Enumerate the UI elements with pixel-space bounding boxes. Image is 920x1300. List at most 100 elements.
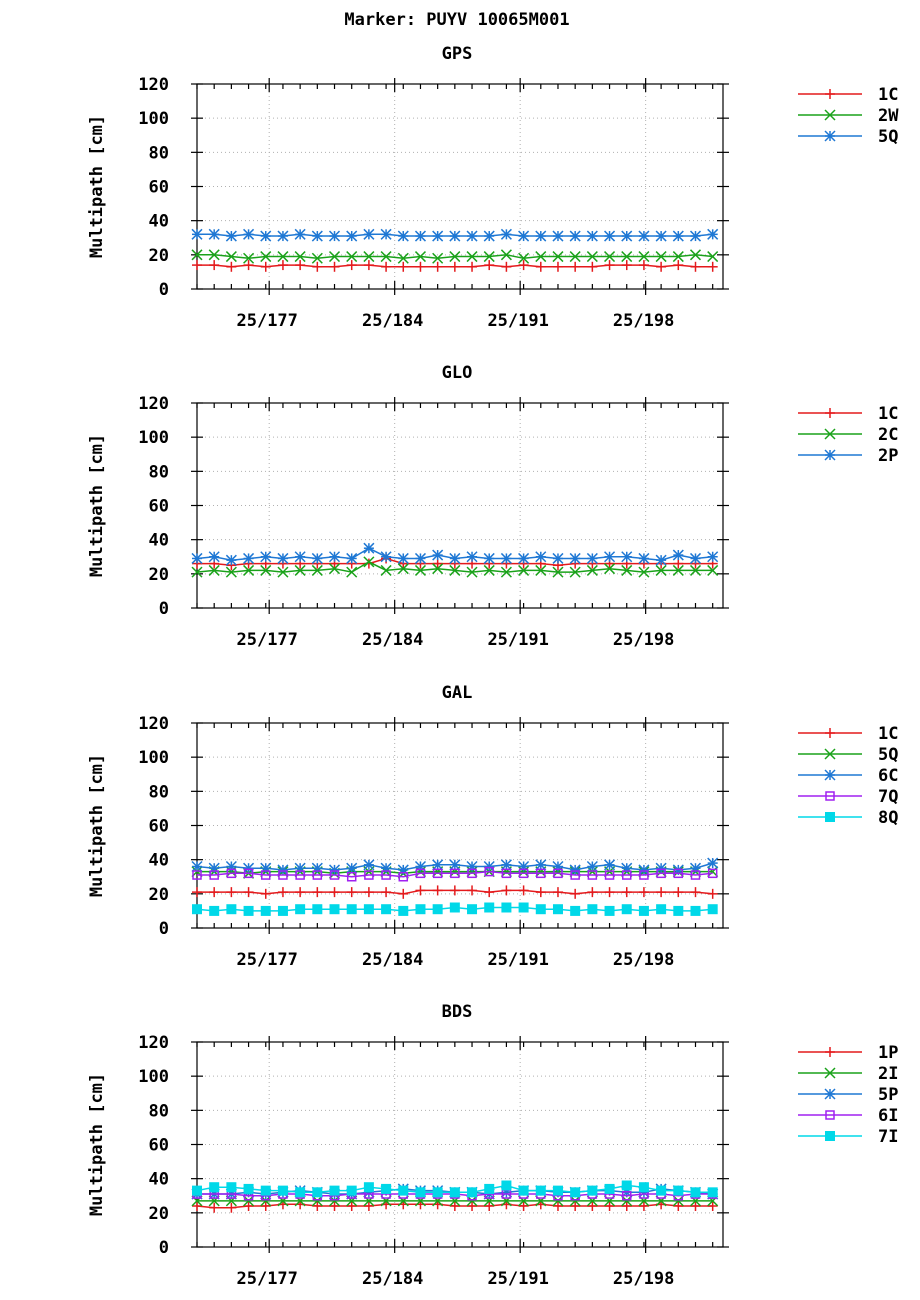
data-point xyxy=(363,904,374,915)
data-point xyxy=(329,1185,340,1196)
y-tick-label: 80 xyxy=(149,1101,169,1121)
legend-marker xyxy=(825,728,835,738)
plot-frame xyxy=(196,83,724,290)
data-point xyxy=(363,228,375,240)
data-point xyxy=(672,251,684,263)
data-point xyxy=(329,887,340,898)
data-point xyxy=(604,859,616,871)
data-point xyxy=(569,251,581,263)
data-point xyxy=(552,261,563,272)
legend-marker xyxy=(825,408,835,418)
data-point xyxy=(655,564,667,576)
data-point xyxy=(655,554,667,566)
data-point xyxy=(260,1185,271,1196)
data-point xyxy=(587,1201,598,1211)
data-point xyxy=(466,251,478,263)
y-tick-label: 0 xyxy=(159,599,169,619)
data-point xyxy=(518,230,530,242)
data-point xyxy=(398,905,409,916)
data-point xyxy=(381,261,392,272)
data-point xyxy=(638,251,650,263)
legend-marker xyxy=(825,89,835,99)
data-point xyxy=(209,260,220,271)
data-point xyxy=(707,857,719,869)
data-point xyxy=(518,902,529,913)
data-point xyxy=(604,551,616,563)
data-point xyxy=(535,887,546,898)
data-point xyxy=(655,230,667,242)
data-point xyxy=(570,1187,581,1198)
data-point xyxy=(414,552,426,564)
data-point xyxy=(535,564,547,576)
y-tick-label: 120 xyxy=(138,1033,169,1053)
series-5q xyxy=(191,228,719,242)
y-tick-label: 80 xyxy=(149,143,169,163)
data-point xyxy=(415,261,426,272)
y-tick-label: 120 xyxy=(138,714,169,734)
y-tick-label: 120 xyxy=(138,394,169,414)
grid xyxy=(197,1042,723,1247)
y-tick-label: 0 xyxy=(159,1238,169,1258)
plot-frame xyxy=(196,402,724,609)
y-tick-label: 20 xyxy=(149,246,169,266)
data-point xyxy=(604,1201,615,1211)
y-tick-label: 100 xyxy=(138,748,169,768)
data-point xyxy=(501,868,512,879)
data-point xyxy=(689,230,702,242)
data-point xyxy=(329,261,340,272)
data-point xyxy=(656,887,667,898)
data-point xyxy=(638,552,650,564)
legend-label: 7I xyxy=(878,1127,898,1147)
data-point xyxy=(277,230,289,242)
data-point xyxy=(415,1187,426,1198)
data-point xyxy=(535,1185,546,1196)
data-point xyxy=(381,887,392,898)
legend-entry: 6C xyxy=(798,766,898,786)
data-point xyxy=(209,887,220,898)
legend-marker xyxy=(824,449,836,461)
legend-entry: 1P xyxy=(798,1043,898,1063)
data-point xyxy=(689,564,702,576)
data-point xyxy=(295,1187,306,1198)
data-point xyxy=(312,887,323,898)
data-point xyxy=(243,1201,254,1211)
data-point xyxy=(191,860,203,873)
data-point xyxy=(312,904,323,915)
data-point xyxy=(621,260,632,271)
data-point xyxy=(690,905,701,916)
legend-entry: 2C xyxy=(798,425,898,445)
chart-panel-gps: GPS Multipath [cm] 0 20 40 60 80 100 120 25/177 25… xyxy=(87,44,899,331)
data-point xyxy=(449,1201,460,1211)
data-point xyxy=(449,1187,460,1198)
legend-entry: 5Q xyxy=(798,127,898,147)
y-tick-label: 100 xyxy=(138,1067,169,1087)
x-tick-label: 25/191 xyxy=(487,1269,548,1289)
data-point xyxy=(209,905,220,916)
chart-panel-gal: GAL Multipath [cm] 0 20 40 60 80 100 120 25/177 25… xyxy=(87,683,898,970)
legend-marker xyxy=(824,1067,836,1079)
data-point xyxy=(501,1180,512,1191)
data-point xyxy=(432,549,444,561)
data-point xyxy=(191,249,203,261)
data-point xyxy=(277,887,288,898)
data-point xyxy=(621,887,632,898)
data-point xyxy=(191,566,203,578)
data-point xyxy=(312,261,323,272)
data-point xyxy=(638,905,649,916)
series-1c xyxy=(192,260,718,272)
data-point xyxy=(501,885,512,896)
data-point xyxy=(329,904,340,915)
data-point xyxy=(397,230,409,242)
data-point xyxy=(518,1201,529,1211)
data-point xyxy=(570,870,580,880)
data-point xyxy=(707,888,718,899)
y-tick-label: 60 xyxy=(149,817,169,837)
series-2p xyxy=(191,542,719,566)
data-point xyxy=(569,566,581,578)
data-point xyxy=(621,251,633,263)
y-axis-label: Multipath [cm] xyxy=(87,434,107,577)
data-point xyxy=(569,552,581,564)
data-point xyxy=(638,1182,649,1193)
panel-title: GAL xyxy=(442,683,473,703)
data-point xyxy=(381,870,391,880)
